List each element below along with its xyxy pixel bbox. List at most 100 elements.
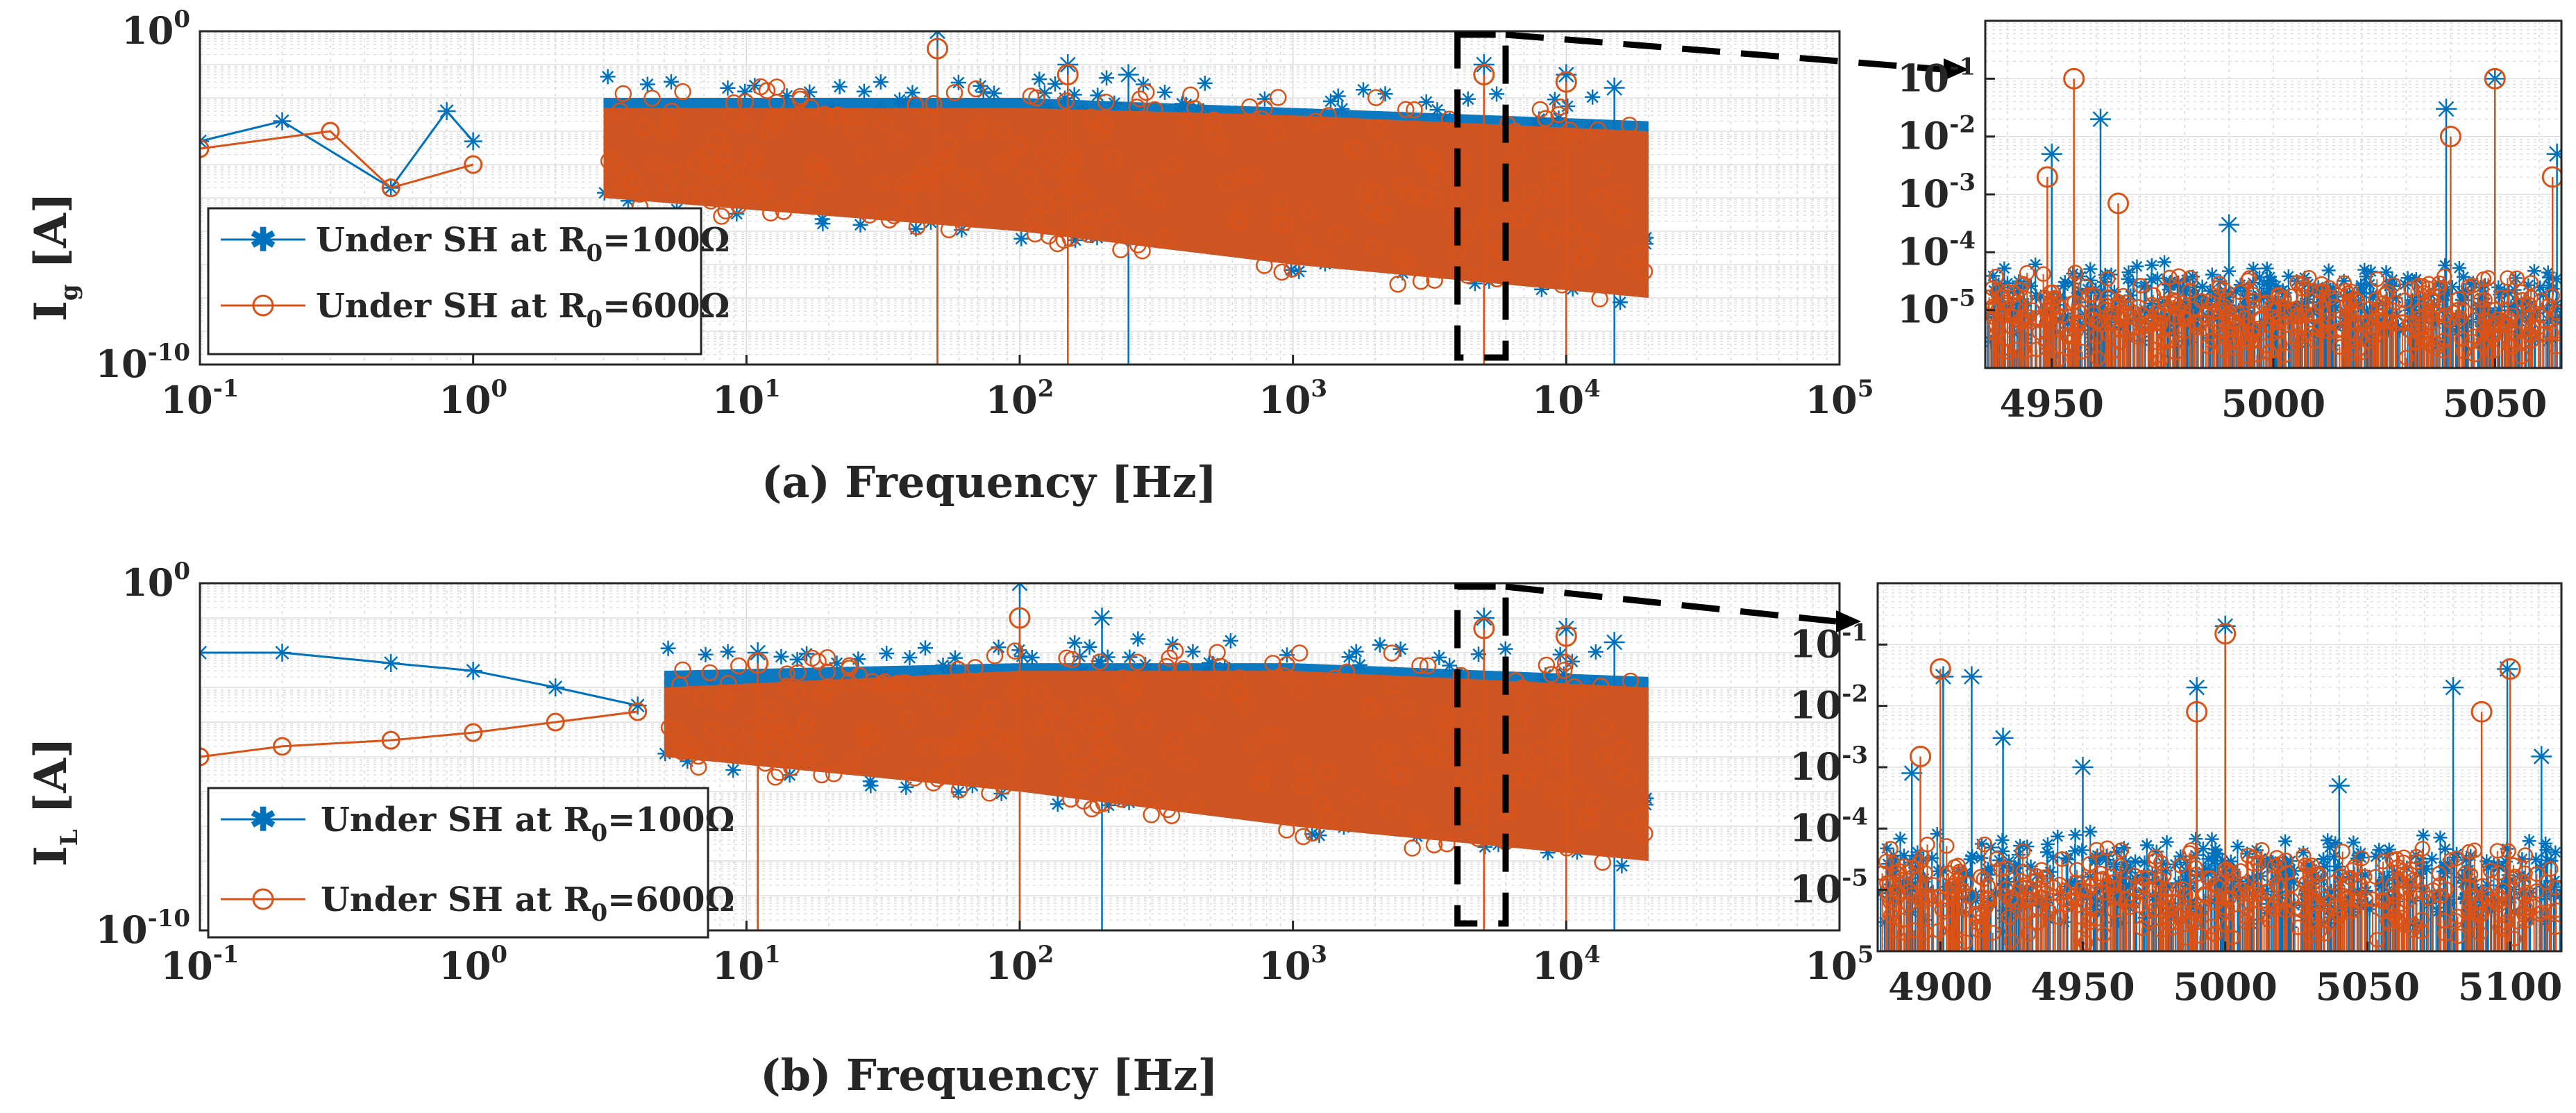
series-point	[1073, 184, 1091, 201]
series-point	[843, 119, 861, 137]
series-point	[1429, 102, 1445, 118]
marker-stroke	[858, 85, 870, 98]
series-point	[760, 121, 777, 139]
series-point	[908, 218, 926, 235]
series-point	[986, 85, 1002, 101]
series-point	[725, 108, 743, 125]
marker-stroke	[1049, 78, 1061, 90]
series-point	[464, 132, 482, 151]
marker-stroke	[1033, 73, 1045, 85]
series-point	[1236, 166, 1254, 183]
peak-point	[2041, 143, 2062, 165]
series-point	[791, 87, 809, 106]
series-point	[1356, 82, 1372, 98]
series-point	[2167, 309, 2183, 325]
series-point	[1543, 132, 1561, 150]
series-point	[826, 108, 843, 126]
series-line	[200, 130, 474, 190]
x-tick-label: 100	[439, 375, 507, 422]
series-point	[816, 106, 833, 123]
series-point	[720, 80, 736, 96]
series-point	[956, 173, 973, 191]
series-point	[716, 147, 734, 165]
series-point	[873, 74, 889, 90]
series-point	[2263, 273, 2278, 287]
series-point	[683, 185, 700, 203]
series-point	[805, 154, 823, 171]
series-point	[1293, 235, 1311, 253]
series-point	[643, 90, 661, 107]
series-point	[2455, 343, 2472, 360]
peak-point	[1555, 71, 1577, 93]
series-point	[1413, 187, 1431, 206]
series-point	[1032, 72, 1047, 87]
tick-base: 10	[95, 342, 147, 386]
tick-exponent: -10	[148, 339, 190, 367]
series-point	[1377, 86, 1393, 102]
peak-point	[2436, 98, 2457, 119]
series-point	[961, 168, 979, 185]
marker-stroke	[466, 134, 480, 149]
series-point	[1418, 94, 1434, 110]
series-point	[791, 105, 809, 123]
data-layer	[1985, 67, 2561, 368]
series-point	[687, 152, 705, 170]
series-point	[1104, 151, 1121, 168]
series-point	[1047, 76, 1063, 92]
marker-stroke	[893, 94, 906, 106]
series-point	[940, 221, 958, 239]
series-point	[1063, 178, 1081, 196]
series-band	[603, 108, 1649, 298]
series-point	[1561, 122, 1579, 139]
series-point	[1359, 199, 1377, 217]
series-point	[1095, 116, 1112, 133]
marker-stroke	[2438, 101, 2455, 117]
series-point	[2486, 317, 2502, 333]
series-point	[2527, 264, 2541, 278]
series-point	[631, 185, 648, 203]
series-point	[1330, 88, 1346, 104]
series-point	[1269, 124, 1286, 141]
series-point	[1038, 196, 1056, 214]
marker-stroke	[641, 78, 654, 91]
series-point	[795, 185, 813, 203]
series-point	[2523, 275, 2539, 291]
series-point	[2416, 285, 2432, 301]
marker-stroke	[1614, 296, 1626, 309]
marker-stroke	[1379, 87, 1392, 100]
series-point	[1272, 194, 1289, 212]
series-point	[1112, 241, 1129, 258]
series-point	[1040, 227, 1058, 245]
tick-exponent: 2	[1038, 375, 1054, 403]
series-point	[746, 181, 764, 199]
series-point	[1182, 86, 1199, 104]
series-point	[1543, 229, 1561, 246]
series-point	[1606, 203, 1624, 221]
series-point	[2398, 350, 2414, 366]
series-point	[1612, 183, 1630, 200]
series-point	[907, 96, 925, 114]
marker-stroke	[2196, 281, 2208, 292]
series-point	[674, 83, 691, 101]
series-point	[663, 74, 679, 90]
series-point	[950, 75, 966, 91]
marker-stroke	[929, 31, 939, 40]
series-point	[993, 121, 1011, 139]
series-point	[2314, 276, 2330, 292]
series-point	[1146, 101, 1163, 119]
tick-exponent: 0	[174, 6, 190, 33]
marker-stroke	[2057, 280, 2069, 292]
series-point	[2081, 287, 2097, 303]
series-point	[2162, 269, 2178, 286]
tick-base: 10	[1258, 378, 1311, 422]
series-point	[635, 118, 653, 136]
series-point	[744, 151, 761, 169]
series-point	[1594, 160, 1611, 178]
series-point	[2513, 284, 2529, 300]
series-point	[967, 80, 985, 98]
series-point	[725, 94, 743, 112]
marker-stroke	[834, 81, 846, 93]
series-point	[768, 78, 786, 96]
series-point	[1228, 210, 1245, 228]
